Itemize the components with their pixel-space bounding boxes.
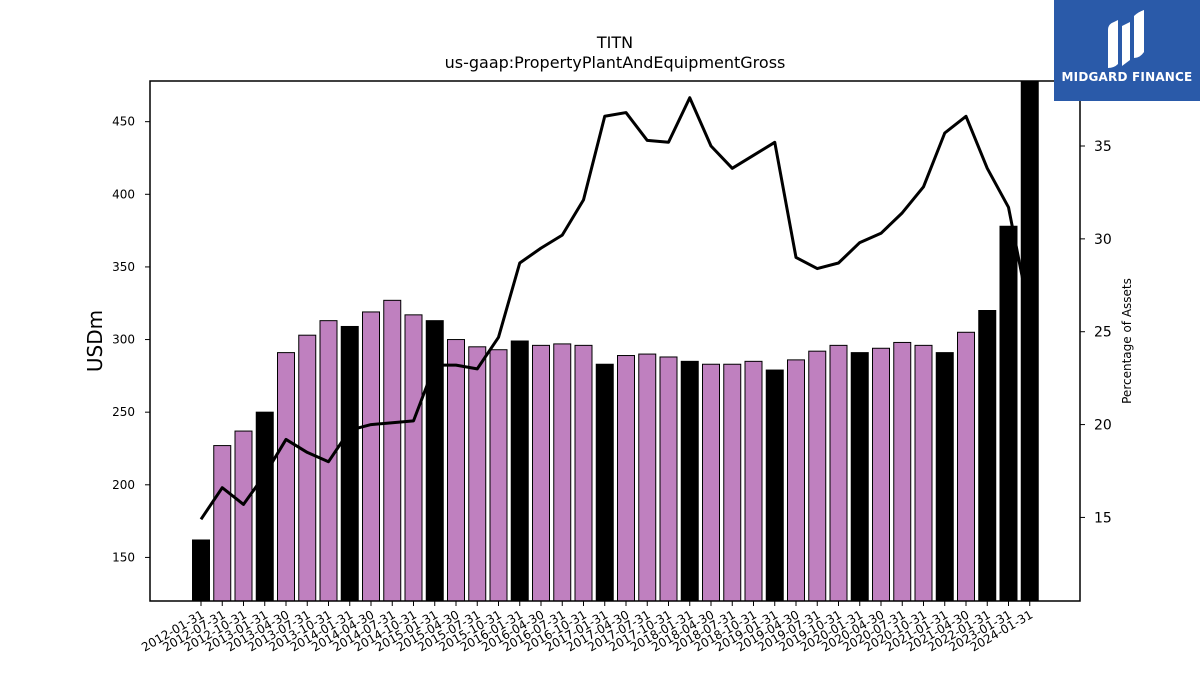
bar — [298, 334, 317, 602]
bar — [935, 352, 954, 602]
y-axis-right: 15 20 25 30 35 — [1080, 139, 1112, 526]
bar — [574, 344, 593, 602]
bar — [702, 363, 720, 602]
chart-title: TITN — [596, 33, 633, 52]
bar — [893, 341, 912, 602]
bar — [447, 339, 465, 602]
bar — [914, 344, 933, 602]
y-right-tick-label: 30 — [1094, 232, 1112, 248]
bar — [829, 344, 848, 602]
bar — [680, 360, 699, 602]
logo-text: MIDGARD FINANCE — [1061, 70, 1193, 84]
bar — [872, 347, 890, 602]
bar — [808, 350, 827, 602]
bar — [510, 340, 529, 602]
y-tick-label: 300 — [112, 333, 135, 347]
x-axis: 2012-01-312012-07-312012-10-312013-01-31… — [139, 601, 1035, 654]
y-right-tick-label: 25 — [1094, 325, 1112, 341]
bar — [1020, 80, 1039, 602]
y-tick-label: 200 — [112, 478, 135, 492]
bar — [553, 343, 572, 602]
y-tick-label: 450 — [112, 115, 135, 129]
y-tick-label: 250 — [112, 405, 135, 419]
bar — [277, 352, 295, 602]
bar — [192, 539, 210, 602]
bar — [404, 314, 423, 602]
bar — [850, 352, 869, 602]
bar — [234, 430, 253, 602]
brand-logo: MIDGARD FINANCE — [1054, 0, 1200, 101]
bar — [340, 325, 359, 602]
bar — [957, 331, 975, 602]
bar — [255, 411, 274, 602]
bar — [489, 349, 508, 602]
bar — [532, 344, 550, 602]
y-tick-label: 150 — [112, 550, 135, 564]
y-tick-label: 350 — [112, 260, 135, 274]
y-right-tick-label: 20 — [1094, 418, 1112, 434]
bar — [595, 363, 614, 602]
y-tick-label: 400 — [112, 187, 135, 201]
line-series — [199, 96, 1032, 521]
bar — [723, 363, 742, 602]
bar — [744, 360, 763, 602]
bar — [425, 320, 444, 602]
y-axis-right-label: Percentage of Assets — [1120, 278, 1134, 404]
bar — [362, 311, 380, 602]
bar — [617, 355, 635, 602]
logo-icon — [1108, 10, 1144, 68]
bar — [659, 356, 678, 602]
bar — [383, 299, 402, 602]
y-right-tick-label: 35 — [1094, 139, 1112, 155]
bar — [638, 353, 657, 602]
bar-series — [192, 80, 1039, 602]
bar — [787, 359, 805, 602]
bar — [999, 225, 1018, 602]
bar — [978, 310, 997, 602]
percentage-line — [199, 96, 1032, 521]
y-right-tick-label: 15 — [1094, 510, 1112, 526]
bar — [213, 445, 232, 602]
plot-frame — [149, 80, 1081, 602]
y-axis-label: USDm — [83, 310, 107, 372]
bar — [765, 369, 784, 602]
y-axis-left: 150 200 250 300 350 400 450 — [112, 115, 150, 564]
chart-subtitle: us-gaap:PropertyPlantAndEquipmentGross — [445, 53, 786, 72]
bar — [468, 346, 487, 602]
